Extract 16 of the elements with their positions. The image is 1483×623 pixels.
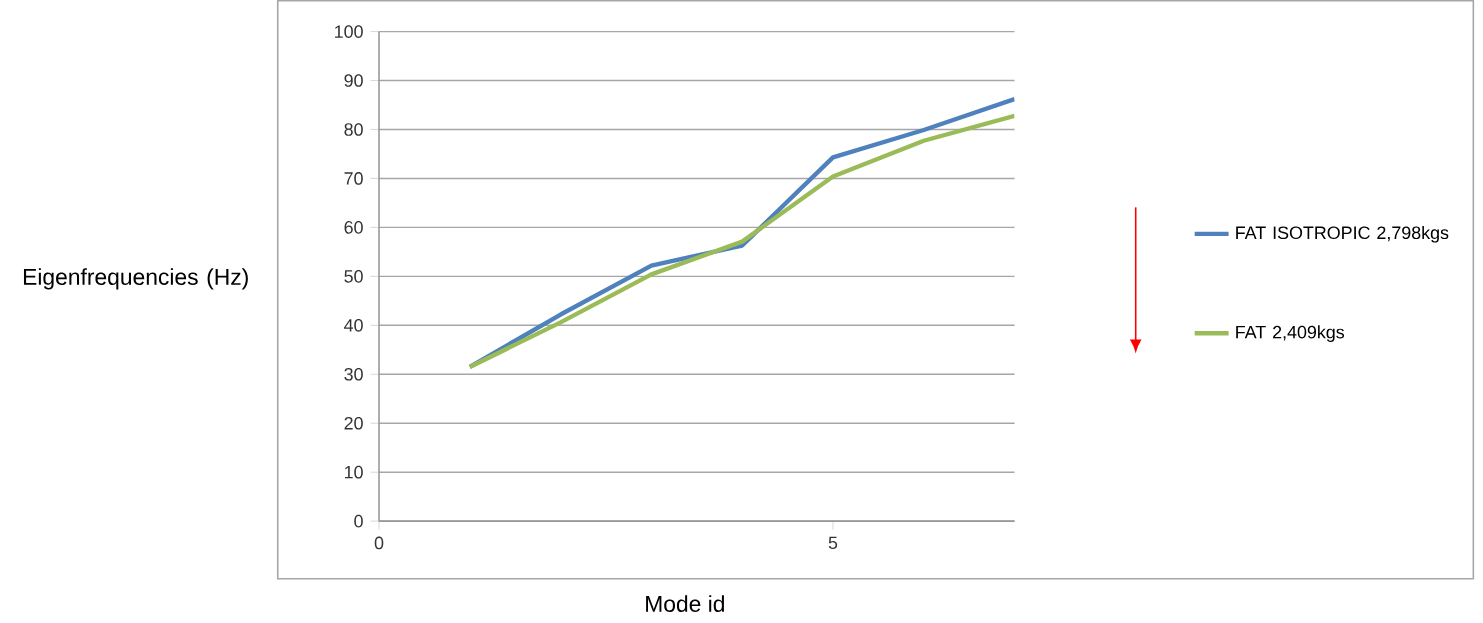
y-tick-label: 40	[344, 318, 363, 332]
y-axis-title: Eigenfrequencies (Hz)	[23, 268, 248, 290]
y-tick-label: 10	[345, 465, 363, 479]
legend-label: FAT 2,409kgs	[1236, 325, 1345, 342]
y-tick-label: 30	[344, 367, 363, 381]
y-tick-label: 90	[344, 73, 363, 87]
legend-label: FAT ISOTROPIC 2,798kgs	[1236, 225, 1449, 243]
x-tick-label: 5	[828, 536, 838, 549]
y-tick-label: 60	[344, 220, 363, 234]
y-tick-label: 80	[344, 122, 363, 136]
y-tick-label: 70	[344, 171, 363, 185]
x-axis-title: Mode id	[646, 594, 724, 612]
y-tick-label: 50	[344, 269, 363, 283]
y-tick-label: 100	[335, 25, 363, 38]
y-tick-label: 20	[344, 416, 363, 430]
y-tick-label: 0	[354, 514, 363, 528]
